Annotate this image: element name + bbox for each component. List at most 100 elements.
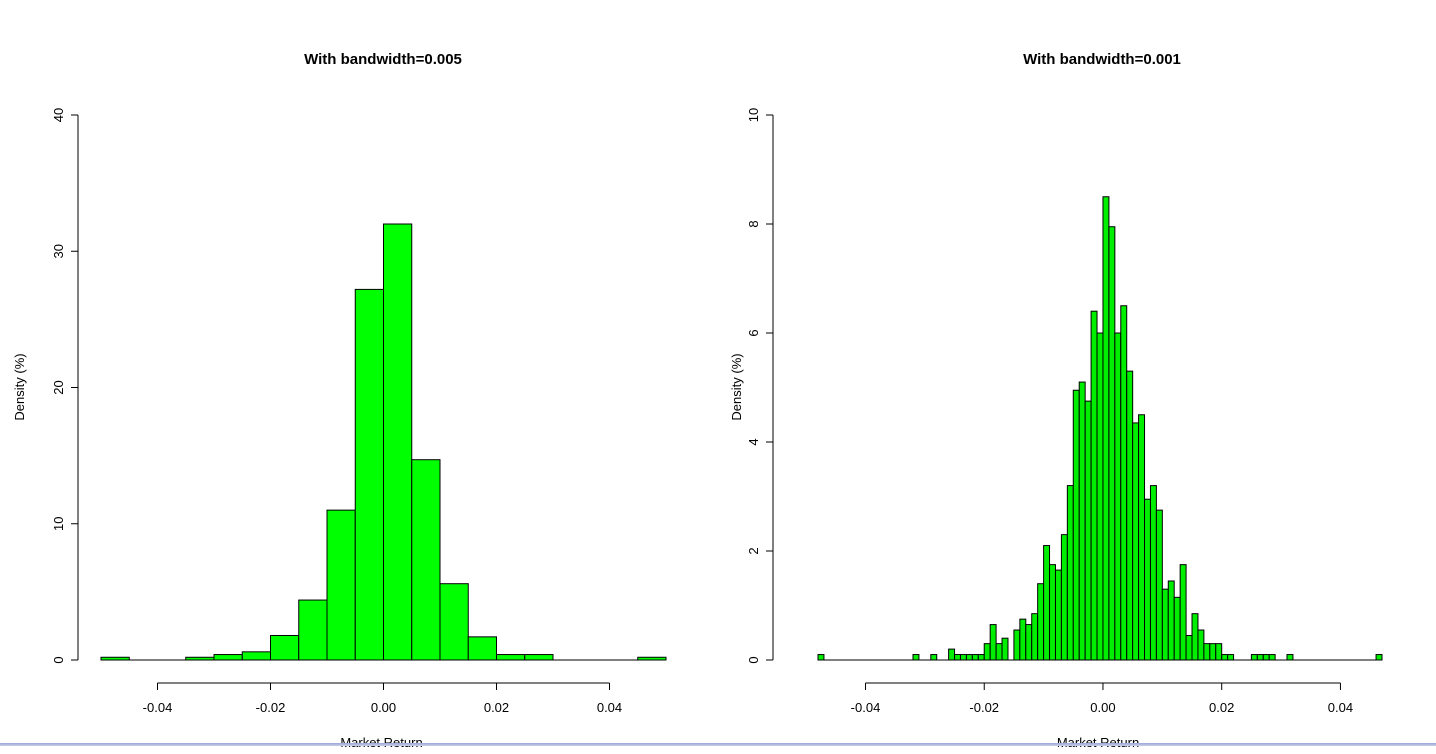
histogram-bar	[817, 654, 825, 661]
histogram-bar	[1149, 485, 1157, 661]
histogram-bar	[1096, 332, 1104, 661]
x-tick-label: -0.04	[143, 700, 173, 715]
y-axis-label: Density (%)	[729, 353, 744, 420]
histogram-bar	[971, 654, 979, 661]
histogram-bar	[524, 654, 554, 661]
histogram-bar	[1132, 422, 1140, 661]
histogram-bar	[1090, 310, 1098, 661]
y-tick-label: 10	[746, 108, 761, 122]
x-tick-label: -0.02	[969, 700, 999, 715]
histogram-bar	[959, 654, 967, 661]
histogram-bar	[496, 654, 526, 661]
histogram-bar	[1060, 534, 1068, 661]
histogram-bandwidth-0.001: With bandwidth=0.001 0 2 4 6 8 10 Density (%) -0…	[729, 51, 1383, 750]
histogram-bar	[1084, 400, 1092, 661]
histogram-bar	[1037, 583, 1045, 661]
histogram-bar	[1120, 305, 1128, 661]
histogram-bar	[1221, 654, 1229, 661]
histogram-bar	[213, 654, 243, 661]
x-tick-label: 0.02	[1209, 700, 1234, 715]
y-tick-label: 2	[746, 547, 761, 554]
histogram-bar	[1268, 654, 1276, 661]
histogram-bar	[241, 651, 271, 661]
histogram-bar	[1072, 389, 1080, 661]
x-tick-label: 0.04	[1328, 700, 1353, 715]
histogram-bar	[1161, 588, 1169, 661]
histogram-bar	[1191, 613, 1199, 661]
x-tick-label: 0.00	[1090, 700, 1115, 715]
chart-title: With bandwidth=0.005	[304, 51, 462, 68]
histogram-bar	[930, 654, 938, 661]
x-tick-label: -0.04	[851, 700, 881, 715]
histogram-bar	[1054, 569, 1062, 661]
histogram-bar	[1215, 643, 1223, 661]
histogram-bar	[1185, 634, 1193, 661]
y-tick-label: 8	[746, 220, 761, 227]
histogram-bar	[1155, 509, 1163, 661]
histogram-bar	[270, 634, 300, 661]
y-tick-label: 40	[51, 108, 66, 122]
histogram-bar	[1250, 654, 1258, 661]
y-tick-label: 10	[51, 517, 66, 531]
histogram-bar	[1167, 580, 1175, 661]
histogram-bar	[977, 654, 985, 661]
histogram-bar	[354, 288, 384, 661]
histogram-bar	[1203, 643, 1211, 661]
histogram-bar	[1025, 624, 1033, 661]
y-axis-label: Density (%)	[12, 353, 27, 420]
histogram-bar	[1013, 629, 1021, 661]
histogram-bar	[1144, 498, 1151, 661]
histogram-bar	[1126, 370, 1134, 661]
bars-group	[100, 223, 667, 661]
histogram-bar	[1138, 414, 1146, 661]
histogram-bar	[1019, 618, 1027, 661]
histogram-bar	[912, 654, 920, 661]
histogram-bar	[1197, 629, 1205, 661]
histogram-bar	[1179, 564, 1187, 661]
histogram-bar	[439, 583, 469, 661]
histogram-bandwidth-0.005: With bandwidth=0.005 0 10 20 30 40 Density (%)…	[12, 51, 667, 750]
chart-title: With bandwidth=0.001	[1023, 51, 1181, 68]
x-axis-label: Market Return	[1057, 735, 1139, 749]
x-tick-label: 0.04	[597, 700, 622, 715]
histogram-bar	[1031, 613, 1039, 661]
y-tick-label: 30	[51, 244, 66, 258]
histogram-bar	[1108, 226, 1116, 661]
histogram-bar	[1102, 196, 1110, 661]
histogram-bar	[1262, 654, 1270, 661]
y-tick-label: 6	[746, 329, 761, 336]
histogram-bar	[383, 223, 413, 661]
histogram-bar	[1001, 637, 1009, 661]
histogram-panel-right: With bandwidth=0.001 0 2 4 6 8 10 Density (%) -0…	[718, 0, 1436, 750]
histogram-bar	[954, 654, 961, 661]
histogram-bar	[948, 648, 956, 661]
histogram-bar	[1049, 564, 1056, 661]
histogram-bar	[995, 643, 1003, 661]
histogram-bar	[1043, 545, 1051, 661]
bars-group	[817, 196, 1383, 661]
y-tick-label: 0	[51, 656, 66, 663]
histogram-bar	[1375, 654, 1383, 661]
histogram-panel-left: With bandwidth=0.005 0 10 20 30 40 Density (%)…	[0, 0, 718, 750]
x-axis-label: Market Return	[340, 735, 422, 749]
x-tick-label: 0.00	[371, 700, 396, 715]
histogram-bar	[1209, 643, 1217, 661]
histogram-bar	[1173, 596, 1181, 661]
histogram-bar	[1114, 332, 1122, 661]
histogram-bar	[965, 654, 973, 661]
histogram-bar	[1078, 381, 1086, 661]
histogram-bar	[467, 636, 497, 661]
histogram-bar	[983, 643, 991, 661]
histogram-bar	[411, 459, 441, 661]
y-tick-label: 4	[746, 438, 761, 445]
histogram-bar	[1256, 654, 1264, 661]
x-tick-label: -0.02	[256, 700, 286, 715]
histogram-bar	[326, 509, 356, 661]
histogram-bar	[1066, 485, 1074, 661]
x-tick-label: 0.02	[484, 700, 509, 715]
histogram-bar	[989, 624, 997, 661]
histogram-bar	[1227, 654, 1235, 661]
window-bottom-edge	[0, 743, 1436, 746]
histogram-bar	[1286, 654, 1294, 661]
